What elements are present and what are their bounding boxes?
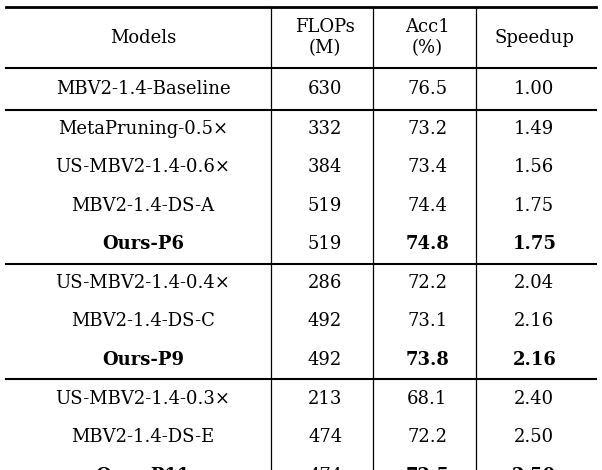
Text: 286: 286 — [308, 274, 343, 292]
Text: 630: 630 — [308, 80, 343, 98]
Text: 213: 213 — [308, 390, 343, 407]
Text: 384: 384 — [308, 158, 343, 176]
Text: US-MBV2-1.4-0.3×: US-MBV2-1.4-0.3× — [55, 390, 231, 407]
Text: 76.5: 76.5 — [408, 80, 447, 98]
Text: 73.2: 73.2 — [408, 120, 447, 138]
Text: 474: 474 — [308, 467, 342, 470]
Text: Acc1
(%): Acc1 (%) — [405, 18, 450, 57]
Text: 72.2: 72.2 — [408, 274, 447, 292]
Text: 492: 492 — [308, 351, 342, 369]
Text: MBV2-1.4-DS-A: MBV2-1.4-DS-A — [72, 197, 214, 215]
Text: Ours-P6: Ours-P6 — [102, 235, 184, 253]
Text: 1.75: 1.75 — [514, 197, 554, 215]
Text: 73.4: 73.4 — [408, 158, 447, 176]
Text: 2.04: 2.04 — [514, 274, 554, 292]
Text: Ours-P9: Ours-P9 — [102, 351, 184, 369]
Text: 74.8: 74.8 — [406, 235, 449, 253]
Text: MBV2-1.4-Baseline: MBV2-1.4-Baseline — [55, 80, 231, 98]
Text: 2.50: 2.50 — [512, 467, 556, 470]
Text: 519: 519 — [308, 197, 343, 215]
Text: MetaPruning-0.5×: MetaPruning-0.5× — [58, 120, 228, 138]
Text: MBV2-1.4-DS-C: MBV2-1.4-DS-C — [71, 313, 215, 330]
Text: 73.1: 73.1 — [408, 313, 447, 330]
Text: 73.8: 73.8 — [406, 351, 449, 369]
Text: 2.40: 2.40 — [514, 390, 554, 407]
Text: 2.16: 2.16 — [512, 351, 556, 369]
Text: Models: Models — [110, 29, 176, 47]
Text: 1.75: 1.75 — [512, 235, 556, 253]
Text: FLOPs
(M): FLOPs (M) — [295, 18, 355, 57]
Text: 519: 519 — [308, 235, 343, 253]
Text: 1.00: 1.00 — [514, 80, 554, 98]
Text: 2.16: 2.16 — [514, 313, 554, 330]
Text: US-MBV2-1.4-0.4×: US-MBV2-1.4-0.4× — [55, 274, 231, 292]
Text: 72.5: 72.5 — [405, 467, 450, 470]
Text: 72.2: 72.2 — [408, 428, 447, 446]
Text: Speedup: Speedup — [494, 29, 574, 47]
Text: 74.4: 74.4 — [408, 197, 447, 215]
Text: 2.50: 2.50 — [514, 428, 554, 446]
Text: 1.56: 1.56 — [514, 158, 554, 176]
Text: 474: 474 — [308, 428, 342, 446]
Text: 332: 332 — [308, 120, 343, 138]
Text: 492: 492 — [308, 313, 342, 330]
Text: Ours-P11: Ours-P11 — [96, 467, 190, 470]
Text: MBV2-1.4-DS-E: MBV2-1.4-DS-E — [72, 428, 214, 446]
Text: 68.1: 68.1 — [407, 390, 448, 407]
Text: US-MBV2-1.4-0.6×: US-MBV2-1.4-0.6× — [55, 158, 231, 176]
Text: 1.49: 1.49 — [514, 120, 554, 138]
